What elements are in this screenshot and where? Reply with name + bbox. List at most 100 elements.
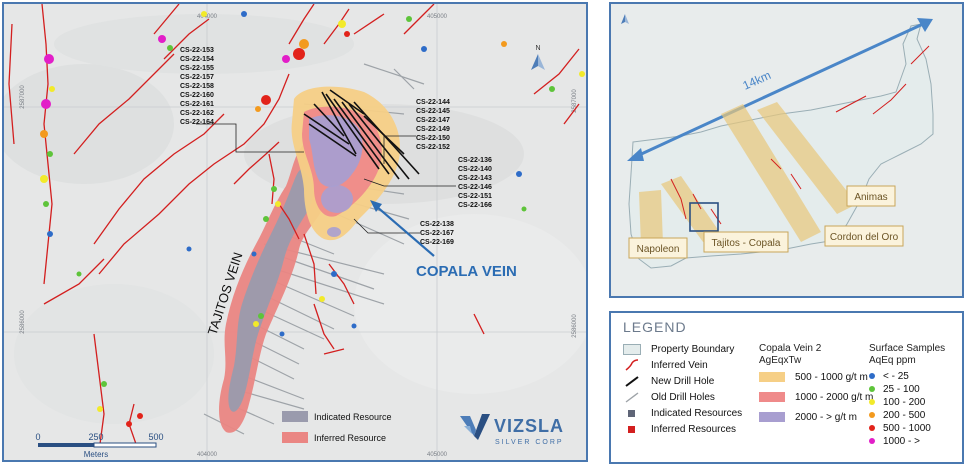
copala-header-line2: AgEqxTw — [759, 355, 802, 366]
inferred-resources-swatch — [628, 425, 635, 433]
distance-arrow-end — [917, 18, 933, 32]
hole-label: CS-22-136 — [458, 157, 492, 164]
sample-item: 500 - 1000 — [869, 423, 945, 436]
copala-item-label: 1000 - 2000 g/t m — [795, 392, 874, 403]
legend-item-vein: Inferred Vein — [623, 359, 742, 375]
inset-veins — [670, 45, 930, 225]
cordon-label: Cordon del Oro — [830, 232, 899, 243]
sample-item-label: 25 - 100 — [883, 384, 920, 395]
legend-item-inferred: Inferred Resources — [623, 423, 742, 439]
legend-item-label: New Drill Hole — [651, 376, 715, 387]
inset-map: 14km Napoleon Tajitos - Copala Cordon de… — [609, 2, 964, 298]
copala-header-line1: Copala Vein 2 — [759, 343, 822, 354]
tajitos-band — [661, 176, 721, 242]
legend-panel: LEGEND Property Boundary Inferred Vein N… — [609, 311, 964, 464]
legend-item-label: Indicated Resources — [651, 408, 743, 419]
sample-item-label: 200 - 500 — [883, 410, 926, 421]
new-drill-holes — [303, 89, 420, 180]
animas-tag — [846, 185, 896, 207]
hole-group-1: CS-22-153 CS-22-154 CS-22-155 CS-22-157 … — [180, 47, 214, 126]
copala-zone-blob — [321, 185, 353, 213]
hole-label: CS-22-164 — [180, 119, 214, 126]
inferred-swatch — [282, 432, 308, 443]
grid-label-y1: 2587000 — [572, 89, 578, 113]
old-drill-hole-icon — [625, 392, 639, 403]
legend-item-label: Inferred Resources — [651, 424, 737, 435]
hole-group-2: CS-22-144 CS-22-145 CS-22-147 CS-22-149 … — [416, 99, 450, 151]
sample-item-label: < - 25 — [883, 371, 909, 382]
hole-group-3: CS-22-136 CS-22-140 CS-22-143 CS-22-146 … — [458, 157, 492, 209]
hole-label: CS-22-149 — [416, 126, 450, 133]
label-leaders — [196, 123, 456, 234]
hole-label: CS-22-146 — [458, 184, 492, 191]
north-arrow-icon: N — [531, 45, 545, 70]
inferred-veins — [8, 4, 580, 445]
hole-label: CS-22-154 — [180, 56, 214, 63]
hole-label: CS-22-169 — [420, 239, 454, 246]
hole-label: CS-22-151 — [458, 193, 492, 200]
tajitos-tag — [703, 231, 789, 253]
sample-dot-1 — [869, 373, 875, 380]
cordon-band — [721, 104, 821, 242]
indicated-swatch — [282, 411, 308, 422]
napoleon-tag — [628, 237, 688, 259]
north-label: N — [535, 45, 540, 52]
hole-label: CS-22-145 — [416, 108, 450, 115]
new-drill-hole-icon — [625, 376, 639, 388]
scale-unit: Meters — [84, 450, 108, 459]
inset-map-canvas: 14km Napoleon Tajitos - Copala Cordon de… — [611, 4, 962, 296]
grid-label-x1: 404000 — [197, 14, 218, 20]
hole-label: CS-22-143 — [458, 175, 492, 182]
hole-label: CS-22-167 — [420, 230, 454, 237]
vizsla-logo: VIZSLA SILVER CORP — [460, 414, 564, 446]
hole-label: CS-22-161 — [180, 101, 214, 108]
scale-tick-500: 500 — [148, 432, 163, 442]
scale-bar: 0 250 500 Meters — [35, 432, 163, 459]
legend-copala: Copala Vein 2 AgEqxTw 500 - 1000 g/t m 1… — [759, 343, 873, 431]
legend-symbols: Property Boundary Inferred Vein New Dril… — [623, 343, 742, 439]
samples-header-line1: Surface Samples — [869, 343, 946, 354]
logo-name: VIZSLA — [494, 416, 564, 436]
sample-item-label: 500 - 1000 — [883, 423, 931, 434]
hole-label: CS-22-140 — [458, 166, 492, 173]
napoleon-label: Napoleon — [637, 244, 680, 255]
property-boundary-shape — [628, 23, 934, 269]
logo-sub: SILVER CORP — [495, 439, 564, 446]
copala-zone-blob-small — [327, 227, 341, 237]
hole-label: CS-22-166 — [458, 202, 492, 209]
legend-item-label: Inferred Vein — [651, 360, 708, 371]
sample-item: 25 - 100 — [869, 384, 945, 397]
indicated-resources-swatch — [628, 409, 635, 417]
sample-item: 100 - 200 — [869, 397, 945, 410]
grid-label-y1-left: 2587000 — [20, 85, 26, 109]
copala-item-label: 500 - 1000 g/t m — [795, 372, 868, 383]
samples-header-line2: AqEq ppm — [869, 355, 916, 366]
hole-label: CS-22-155 — [180, 65, 214, 72]
grid-label-y2: 2586000 — [572, 314, 578, 338]
indicated-resource-label: Indicated Resource — [314, 412, 392, 422]
grid-label-x2: 405000 — [427, 14, 448, 20]
copala-item-label: 2000 - > g/t m — [795, 412, 857, 423]
hole-label: CS-22-138 — [420, 221, 454, 228]
main-map: 404000 405000 2587000 2586000 2587000 25… — [2, 2, 588, 462]
legend-item-old-drill: Old Drill Holes — [623, 391, 742, 407]
scale-tick-250: 250 — [88, 432, 103, 442]
copala-arrow-head — [370, 200, 382, 212]
property-boundary-swatch — [623, 343, 641, 355]
hole-label: CS-22-147 — [416, 117, 450, 124]
legend-item-label: Property Boundary — [651, 344, 735, 355]
animas-band — [757, 102, 857, 214]
copala-item: 1000 - 2000 g/t m — [759, 391, 873, 411]
hole-label: CS-22-152 — [416, 144, 450, 151]
legend-title: LEGEND — [623, 319, 687, 335]
focus-box — [689, 202, 719, 232]
sample-item: 200 - 500 — [869, 410, 945, 423]
hole-label: CS-22-150 — [416, 135, 450, 142]
samples-header: Surface Samples AqEq ppm — [869, 343, 945, 367]
sample-dot-4 — [869, 412, 875, 419]
hole-label: CS-22-158 — [180, 83, 214, 90]
copala-item: 2000 - > g/t m — [759, 411, 873, 431]
distance-line — [636, 22, 924, 158]
grid-label-y2-left: 2586000 — [20, 310, 26, 334]
distance-arrow-start — [627, 148, 644, 161]
